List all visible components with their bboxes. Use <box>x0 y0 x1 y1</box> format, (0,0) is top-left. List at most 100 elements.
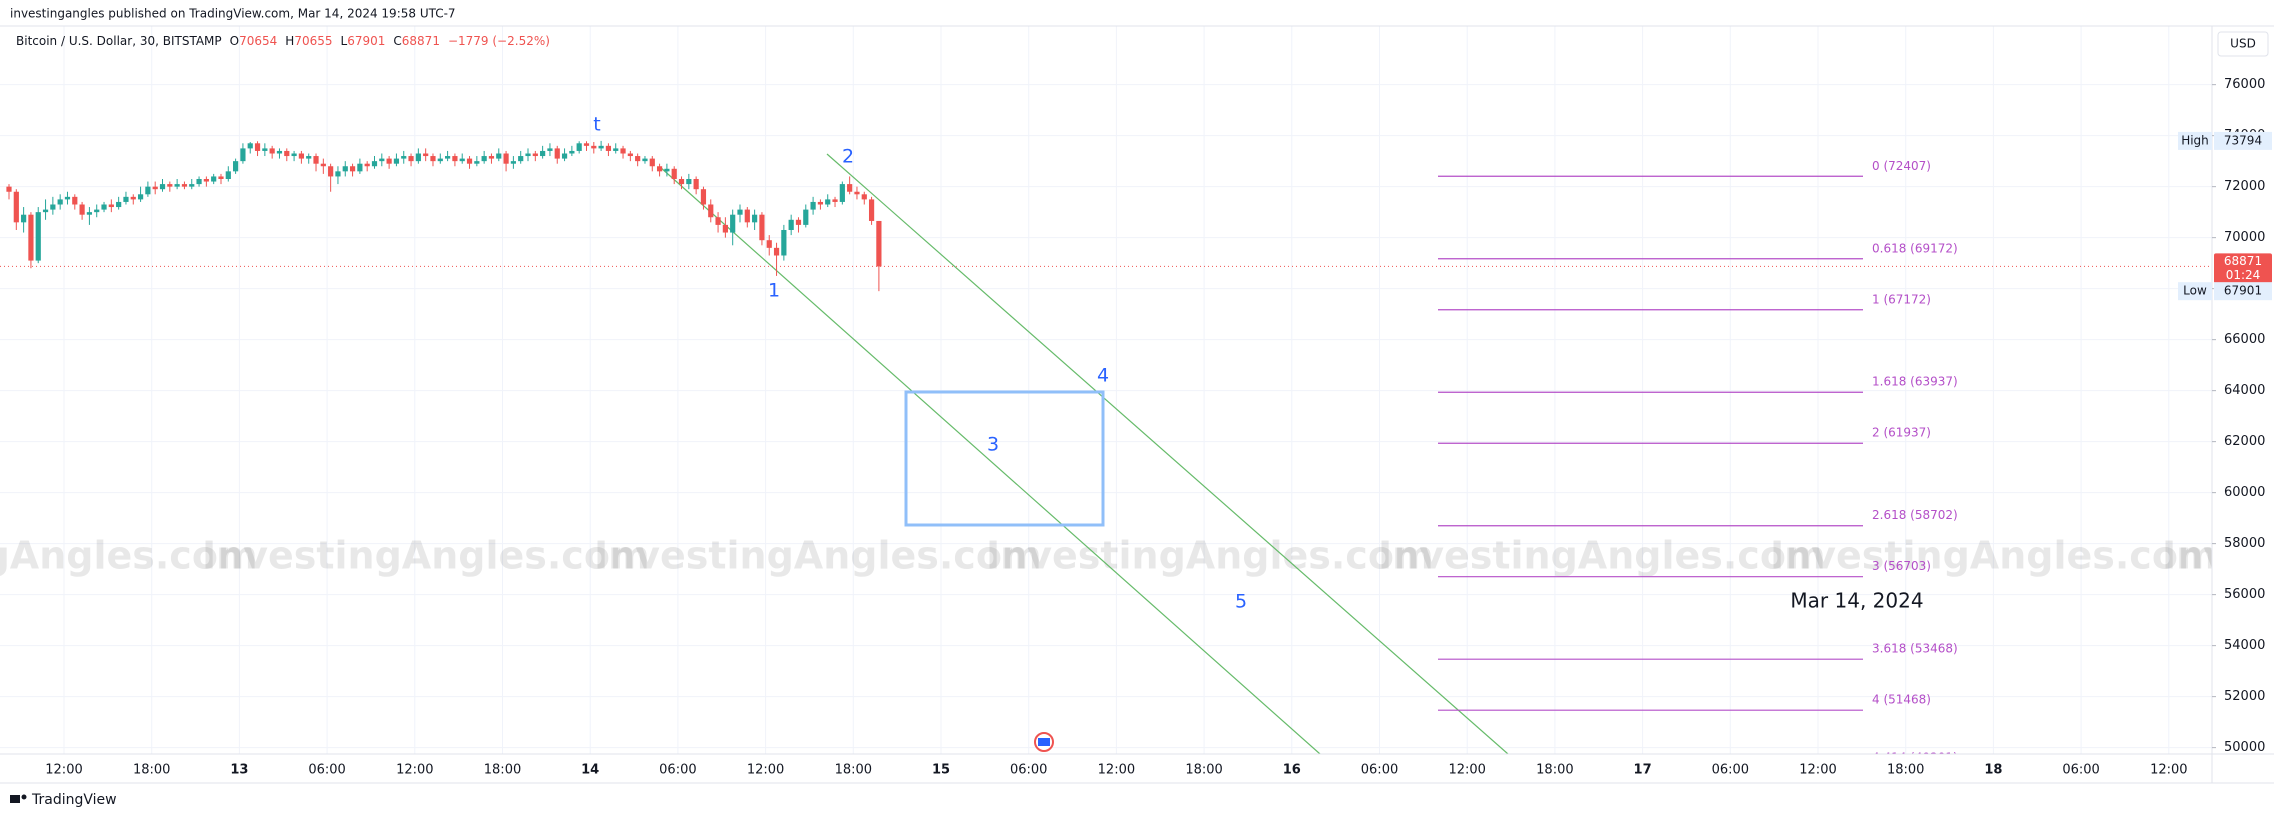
date-label: Mar 14, 2024 <box>1790 589 1923 613</box>
candle-body <box>620 148 626 154</box>
candle-body <box>773 247 780 256</box>
fib-label: 4.414 (49201) <box>1872 750 1958 764</box>
y-tick-label: 56000 <box>2224 587 2265 602</box>
candle-body <box>430 156 436 162</box>
currency-box[interactable] <box>2217 31 2269 57</box>
candle-body <box>459 158 465 162</box>
candle-body <box>437 158 443 162</box>
candle-body <box>664 168 670 172</box>
wave-label: t <box>593 114 600 136</box>
y-tick-label: 72000 <box>2224 179 2265 194</box>
candle-body <box>423 153 429 157</box>
watermark-text: InvestingAngles.com <box>2162 534 2274 578</box>
candle-body <box>693 178 699 190</box>
candle-body <box>576 143 582 151</box>
candle-body <box>386 158 392 164</box>
candle-body <box>510 161 516 164</box>
x-tick-label: 18:00 <box>1887 763 1924 778</box>
price-marker-box <box>2214 282 2272 301</box>
brand: TradingView <box>31 792 117 808</box>
logo-mark <box>21 794 27 800</box>
candle-body <box>583 143 590 146</box>
watermark-text: InvestingAngles.com <box>0 534 258 578</box>
legend-value: 68871 <box>402 34 440 48</box>
price-marker-box <box>2214 131 2272 150</box>
candle-body <box>203 178 209 182</box>
wave-label: 1 <box>768 280 780 302</box>
candle-body <box>847 184 853 192</box>
candle-body <box>328 166 334 177</box>
candle-body <box>861 194 867 200</box>
x-tick-label: 12:00 <box>396 763 433 778</box>
candle-body <box>64 196 71 200</box>
candle-body <box>788 219 794 230</box>
fib-label: 3.618 (53468) <box>1872 642 1958 656</box>
candle-body <box>605 145 612 151</box>
candle-body <box>247 143 253 149</box>
candle-body <box>744 209 750 223</box>
fib-label: 1 (67172) <box>1872 292 1931 306</box>
countdown: 01:24 <box>2226 268 2261 282</box>
candle-body <box>781 229 787 256</box>
candle-body <box>189 184 195 187</box>
legend-change: −1779 (−2.52%) <box>448 34 550 48</box>
candle-body <box>598 145 604 149</box>
fib-label: 4 (51468) <box>1872 693 1931 707</box>
x-tick-label: 12:00 <box>1448 763 1485 778</box>
candle-body <box>642 158 648 162</box>
attribution: investingangles published on TradingView… <box>10 7 456 21</box>
candle-body <box>123 196 129 202</box>
candle-body <box>737 209 743 215</box>
fib-label: 1.618 (63937) <box>1872 375 1958 389</box>
legend-value: 70655 <box>294 34 332 48</box>
brand-logo[interactable]: TradingView <box>10 792 117 808</box>
candle-body <box>481 156 487 162</box>
watermark-text: InvestingAngles.com <box>202 534 650 578</box>
candle-body <box>130 196 136 200</box>
candle-body <box>335 171 341 177</box>
watermark-text: InvestingAngles.com <box>1770 534 2218 578</box>
x-tick-label: 18 <box>1984 763 2002 778</box>
candle-body <box>269 148 275 154</box>
x-tick-label: 12:00 <box>1098 763 1135 778</box>
y-tick-label: 54000 <box>2224 638 2265 653</box>
candle-body <box>759 214 765 241</box>
x-tick-label: 06:00 <box>1361 763 1398 778</box>
candle-body <box>656 166 663 172</box>
candle-body <box>320 163 326 167</box>
candle-body <box>554 148 560 159</box>
candle-body <box>137 194 144 200</box>
x-tick-label: 17 <box>1634 763 1652 778</box>
candle-body <box>503 153 509 164</box>
wave-label: 2 <box>842 146 854 168</box>
legend-key: C <box>393 34 401 48</box>
y-tick-label: 58000 <box>2224 536 2265 551</box>
candle-body <box>591 145 597 149</box>
candle-body <box>364 163 370 167</box>
candle-body <box>94 209 100 213</box>
candle-body <box>540 150 546 157</box>
watermark-text: InvestingAngles.com <box>594 534 1042 578</box>
candle-body <box>342 166 348 172</box>
last-price-box <box>2214 253 2272 284</box>
candle-body <box>795 219 802 225</box>
candle-body <box>240 148 246 162</box>
candle-body <box>211 176 217 182</box>
candle-body <box>466 158 473 164</box>
candle-body <box>28 214 34 261</box>
legend-key: H <box>285 34 294 48</box>
time-axis: 12:00 18:00 13 06:00 12:00 18:00 14 06:00 12:00 1… <box>45 763 2187 778</box>
candle-body <box>532 153 538 157</box>
y-tick-label: 52000 <box>2224 689 2265 704</box>
candle-body <box>671 168 677 179</box>
watermark-text: InvestingAngles.com <box>1378 534 1826 578</box>
candle-body <box>547 148 553 151</box>
candle-body <box>488 156 495 159</box>
x-tick-label: 06:00 <box>2062 763 2099 778</box>
x-tick-label: 18:00 <box>484 763 521 778</box>
y-tick-label: 50000 <box>2224 740 2265 755</box>
candle-body <box>445 156 451 159</box>
trend-line <box>659 166 1321 754</box>
candle-body <box>518 156 524 162</box>
